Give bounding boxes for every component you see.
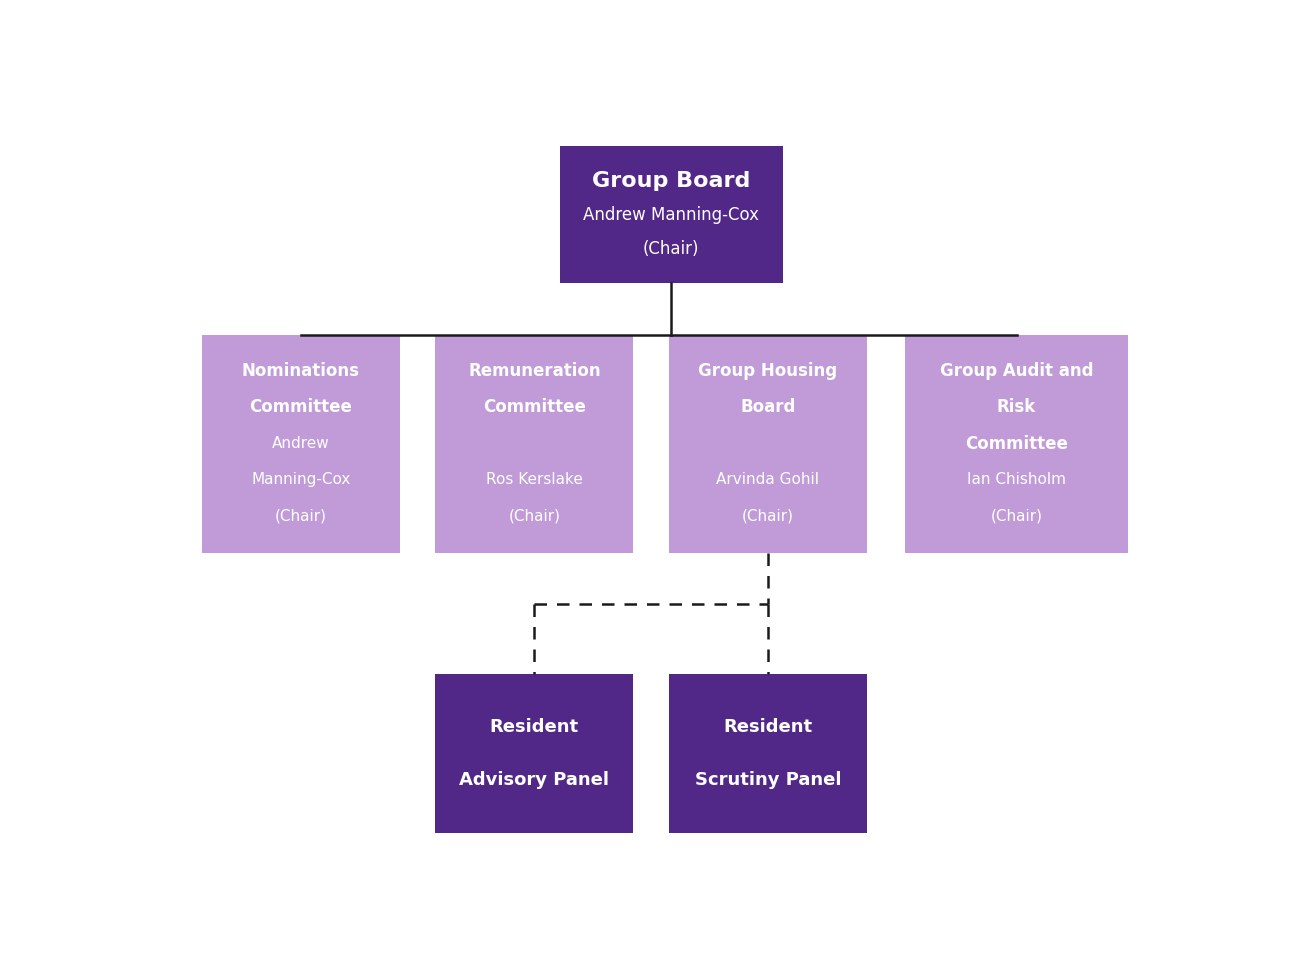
Text: Andrew: Andrew	[272, 436, 330, 451]
FancyBboxPatch shape	[669, 335, 867, 552]
Text: Ian Chisholm: Ian Chisholm	[967, 473, 1066, 487]
Text: Group Board: Group Board	[592, 171, 751, 191]
Text: (Chair): (Chair)	[741, 509, 794, 524]
Text: Committee: Committee	[965, 434, 1068, 453]
Text: Ros Kerslake: Ros Kerslake	[486, 473, 583, 487]
Text: Resident: Resident	[490, 718, 579, 737]
Text: Remuneration: Remuneration	[468, 363, 600, 380]
FancyBboxPatch shape	[435, 335, 633, 552]
FancyBboxPatch shape	[202, 335, 400, 552]
Text: Nominations: Nominations	[242, 363, 360, 380]
Text: Risk: Risk	[997, 398, 1036, 416]
FancyBboxPatch shape	[559, 147, 783, 283]
FancyBboxPatch shape	[669, 674, 867, 833]
Text: Advisory Panel: Advisory Panel	[460, 771, 609, 789]
Text: Scrutiny Panel: Scrutiny Panel	[694, 771, 841, 789]
Text: Board: Board	[740, 398, 795, 416]
FancyBboxPatch shape	[905, 335, 1128, 552]
Text: (Chair): (Chair)	[990, 509, 1043, 524]
FancyBboxPatch shape	[435, 674, 633, 833]
Text: Committee: Committee	[483, 398, 586, 416]
Text: Manning-Cox: Manning-Cox	[252, 473, 351, 487]
Text: (Chair): (Chair)	[508, 509, 561, 524]
Text: (Chair): (Chair)	[275, 509, 326, 524]
Text: Resident: Resident	[723, 718, 812, 737]
Text: Arvinda Gohil: Arvinda Gohil	[717, 473, 819, 487]
Text: Group Housing: Group Housing	[698, 363, 837, 380]
Text: Committee: Committee	[249, 398, 352, 416]
Text: Andrew Manning-Cox: Andrew Manning-Cox	[583, 206, 760, 223]
Text: (Chair): (Chair)	[643, 240, 700, 258]
Text: Group Audit and: Group Audit and	[939, 363, 1094, 380]
